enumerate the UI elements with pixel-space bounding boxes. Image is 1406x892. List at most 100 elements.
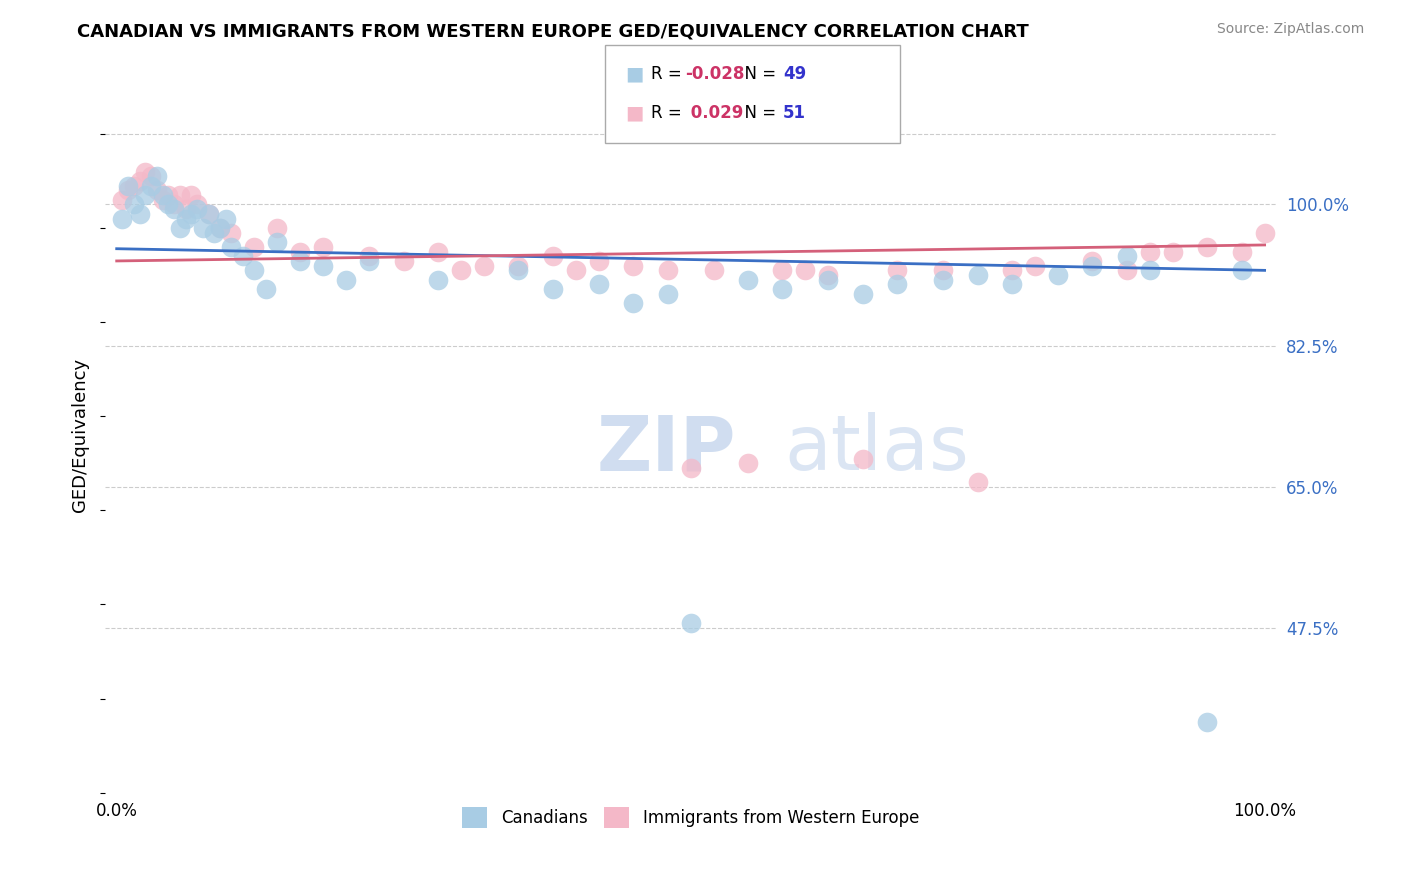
Point bbox=[932, 273, 955, 287]
Point bbox=[157, 188, 180, 202]
Point bbox=[152, 188, 174, 202]
Point bbox=[197, 207, 219, 221]
Point bbox=[117, 183, 139, 197]
Point bbox=[737, 456, 759, 470]
Point bbox=[122, 197, 145, 211]
Point bbox=[254, 282, 277, 296]
Point bbox=[174, 202, 197, 217]
Point bbox=[266, 221, 288, 235]
Point bbox=[621, 259, 644, 273]
Y-axis label: GED/Equivalency: GED/Equivalency bbox=[72, 358, 89, 512]
Point bbox=[359, 254, 381, 268]
Point bbox=[169, 221, 191, 235]
Point bbox=[772, 282, 794, 296]
Point bbox=[1081, 254, 1104, 268]
Point bbox=[157, 197, 180, 211]
Legend: Canadians, Immigrants from Western Europe: Canadians, Immigrants from Western Europ… bbox=[456, 801, 925, 834]
Point bbox=[703, 263, 725, 277]
Point bbox=[243, 240, 266, 254]
Point bbox=[427, 244, 450, 259]
Point bbox=[139, 178, 162, 193]
Point bbox=[221, 240, 243, 254]
Point bbox=[208, 221, 231, 235]
Point bbox=[852, 286, 875, 301]
Point bbox=[817, 273, 839, 287]
Point bbox=[1046, 268, 1069, 282]
Point bbox=[152, 193, 174, 207]
Point bbox=[794, 263, 817, 277]
Point bbox=[621, 296, 644, 310]
Text: atlas: atlas bbox=[785, 412, 969, 486]
Text: 51: 51 bbox=[783, 104, 806, 122]
Point bbox=[541, 282, 564, 296]
Point bbox=[1253, 226, 1275, 240]
Text: 49: 49 bbox=[783, 65, 807, 83]
Point bbox=[335, 273, 357, 287]
Point bbox=[312, 240, 335, 254]
Point bbox=[737, 273, 759, 287]
Point bbox=[508, 263, 530, 277]
Point bbox=[134, 164, 156, 178]
Point bbox=[679, 616, 702, 631]
Point bbox=[359, 249, 381, 263]
Point bbox=[191, 221, 214, 235]
Point bbox=[232, 249, 254, 263]
Text: ■: ■ bbox=[626, 103, 644, 123]
Point bbox=[588, 277, 610, 292]
Point bbox=[1115, 249, 1137, 263]
Point bbox=[290, 254, 312, 268]
Point bbox=[215, 211, 238, 226]
Text: CANADIAN VS IMMIGRANTS FROM WESTERN EUROPE GED/EQUIVALENCY CORRELATION CHART: CANADIAN VS IMMIGRANTS FROM WESTERN EURO… bbox=[77, 22, 1029, 40]
Point bbox=[1001, 277, 1024, 292]
Point bbox=[163, 202, 186, 217]
Point bbox=[679, 461, 702, 475]
Point bbox=[146, 183, 169, 197]
Point bbox=[772, 263, 794, 277]
Point bbox=[541, 249, 564, 263]
Point bbox=[657, 286, 679, 301]
Point bbox=[221, 226, 243, 240]
Point bbox=[886, 277, 908, 292]
Point bbox=[450, 263, 472, 277]
Point bbox=[565, 263, 588, 277]
Point bbox=[1139, 244, 1161, 259]
Point bbox=[427, 273, 450, 287]
Point bbox=[966, 268, 988, 282]
Point bbox=[817, 268, 839, 282]
Point bbox=[243, 263, 266, 277]
Point bbox=[1024, 259, 1046, 273]
Point bbox=[1197, 715, 1219, 730]
Point bbox=[588, 254, 610, 268]
Point bbox=[1230, 244, 1253, 259]
Point bbox=[1197, 240, 1219, 254]
Point bbox=[128, 174, 150, 188]
Point bbox=[508, 259, 530, 273]
Point bbox=[208, 221, 231, 235]
Point bbox=[932, 263, 955, 277]
Point bbox=[312, 259, 335, 273]
Point bbox=[392, 254, 415, 268]
Point bbox=[128, 207, 150, 221]
Text: N =: N = bbox=[734, 104, 782, 122]
Point bbox=[146, 169, 169, 184]
Point bbox=[122, 178, 145, 193]
Point bbox=[111, 193, 134, 207]
Point bbox=[197, 207, 219, 221]
Text: Source: ZipAtlas.com: Source: ZipAtlas.com bbox=[1216, 22, 1364, 37]
Point bbox=[180, 207, 202, 221]
Text: R =: R = bbox=[651, 104, 688, 122]
Point bbox=[163, 197, 186, 211]
Point bbox=[1161, 244, 1184, 259]
Point bbox=[1115, 263, 1137, 277]
Text: N =: N = bbox=[734, 65, 782, 83]
Point bbox=[111, 211, 134, 226]
Point bbox=[266, 235, 288, 249]
Point bbox=[202, 226, 225, 240]
Point bbox=[1001, 263, 1024, 277]
Text: -0.028: -0.028 bbox=[685, 65, 744, 83]
Point bbox=[134, 188, 156, 202]
Point bbox=[1230, 263, 1253, 277]
Point bbox=[139, 169, 162, 184]
Point bbox=[174, 211, 197, 226]
Point bbox=[852, 451, 875, 466]
